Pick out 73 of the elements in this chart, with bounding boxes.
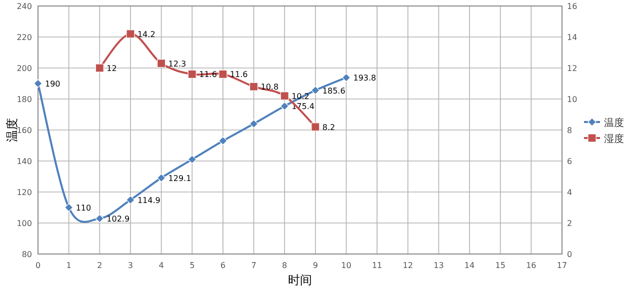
x-tick-label: 8 — [282, 261, 288, 270]
point — [249, 82, 258, 91]
y2-tick-label: 8 — [567, 126, 572, 135]
data-label: 12.3 — [168, 59, 186, 68]
data-label: 193.8 — [353, 74, 376, 83]
y2-tick-label: 16 — [567, 2, 578, 11]
y-tick-label: 240 — [16, 2, 32, 11]
point — [156, 59, 166, 68]
x-tick-label: 2 — [97, 261, 102, 270]
data-label: 8.2 — [322, 122, 336, 132]
legend-label: 湿度 — [604, 133, 624, 145]
data-label: 102.9 — [106, 214, 130, 224]
data-label: 190 — [45, 80, 60, 88]
x-tick-label: 17 — [556, 261, 568, 270]
x-tick-label: 5 — [190, 261, 195, 270]
x-tick-label: 9 — [312, 261, 318, 270]
y-tick-label: 140 — [16, 157, 32, 166]
point — [311, 86, 320, 95]
point — [126, 30, 135, 38]
point — [218, 136, 228, 146]
legend-label: 温度 — [604, 117, 624, 129]
data-label: 11.6 — [230, 70, 248, 80]
y2-tick-label: 2 — [567, 219, 572, 228]
point — [311, 122, 320, 132]
x-tick-label: 4 — [158, 261, 164, 270]
y-tick-label: 80 — [22, 250, 32, 259]
point — [218, 70, 228, 78]
data-label: 12 — [106, 64, 117, 73]
x-tick-label: 1 — [66, 261, 72, 270]
data-label: 185.6 — [322, 86, 346, 96]
data-label: 129.1 — [168, 174, 192, 183]
y2-tick-label: 14 — [567, 33, 578, 42]
x-tick-label: 6 — [220, 261, 226, 270]
y-tick-label: 120 — [16, 188, 32, 197]
x-tick-label: 12 — [402, 261, 413, 270]
data-label: 110 — [76, 204, 92, 212]
x-axis-title: 时间 — [288, 273, 312, 287]
y-tick-label: 200 — [16, 64, 32, 73]
y-axis-title: 温度 — [5, 118, 19, 142]
data-label: 10.8 — [260, 82, 279, 92]
y-tick-label: 160 — [16, 126, 32, 135]
point — [156, 174, 166, 182]
x-tick-label: 15 — [495, 261, 506, 270]
y2-tick-label: 10 — [567, 95, 578, 104]
point — [126, 196, 135, 204]
data-label: 114.9 — [137, 196, 160, 205]
x-tick-label: 14 — [464, 261, 475, 270]
point — [34, 79, 42, 88]
y2-tick-label: 12 — [567, 64, 578, 73]
point — [280, 102, 289, 110]
x-tick-label: 16 — [526, 261, 536, 270]
point — [95, 214, 104, 223]
y2-tick-label: 0 — [567, 250, 572, 259]
point — [188, 70, 196, 78]
point — [249, 120, 258, 128]
y-tick-label: 100 — [16, 219, 32, 228]
y2-tick-label: 6 — [567, 157, 572, 166]
point — [64, 203, 74, 212]
point — [280, 92, 289, 100]
x-tick-label: 0 — [35, 261, 41, 270]
x-tick-label: 13 — [434, 261, 444, 270]
x-tick-label: 10 — [341, 261, 352, 270]
y-tick-label: 180 — [16, 95, 32, 104]
data-label: 11.6 — [199, 70, 217, 80]
point — [95, 64, 104, 72]
x-tick-label: 7 — [251, 261, 256, 270]
y-tick-label: 220 — [16, 33, 32, 42]
point — [342, 73, 351, 82]
point — [188, 155, 196, 164]
x-tick-label: 11 — [372, 261, 382, 270]
x-tick-label: 3 — [128, 261, 134, 270]
y2-tick-label: 4 — [567, 188, 572, 197]
data-label: 14.2 — [137, 30, 156, 39]
